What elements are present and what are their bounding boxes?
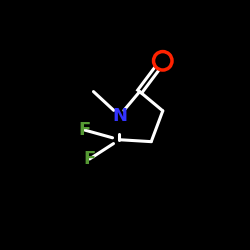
Text: F: F bbox=[79, 121, 91, 139]
Text: F: F bbox=[84, 150, 96, 168]
Text: N: N bbox=[112, 107, 127, 125]
